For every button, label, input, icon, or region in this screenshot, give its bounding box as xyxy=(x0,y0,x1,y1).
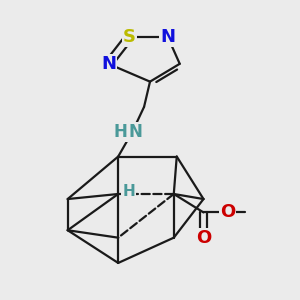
Text: N: N xyxy=(128,123,142,141)
Text: N: N xyxy=(160,28,175,46)
Text: O: O xyxy=(196,229,211,247)
Text: N: N xyxy=(101,55,116,73)
Text: O: O xyxy=(220,203,235,221)
Text: H: H xyxy=(122,184,135,199)
Text: H: H xyxy=(113,123,127,141)
Text: S: S xyxy=(123,28,136,46)
